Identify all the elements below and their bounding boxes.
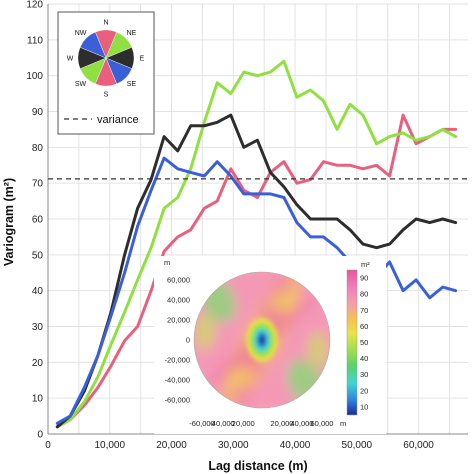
inset-y-tick-labels: -60,000 -40,000 -20,000 0 20,000 40,000 60,000 [165, 276, 190, 405]
compass-rose: N NE E SE S SW W NW [67, 20, 145, 99]
compass-label: NE [127, 30, 137, 37]
inset-x-tick: 40,000 [291, 419, 314, 428]
compass-label: E [140, 56, 145, 63]
series-line-n-s [55, 113, 458, 429]
series-line-e-w [55, 113, 458, 429]
colorbar-tick: 50 [360, 338, 368, 347]
heatmap-disk-outline [193, 271, 331, 409]
inset-x-unit: m [340, 419, 346, 428]
compass-label: SE [127, 81, 137, 88]
x-axis-title: Lag distance (m) [208, 459, 307, 473]
inset-y-tick: 0 [186, 336, 190, 345]
series-line-ne-sw [55, 59, 458, 429]
compass-label: N [103, 20, 108, 27]
y-tick-label: 50 [32, 250, 44, 261]
y-tick-label: 70 [32, 179, 44, 190]
compass-label: S [104, 92, 109, 99]
x-tick-labels: 0 10,000 20,000 30,000 40,000 50,000 60,000 [45, 440, 434, 451]
y-tick-label: 100 [26, 71, 43, 82]
colorbar-label: m² [361, 260, 370, 269]
colorbar-tick-labels: 10 20 30 40 50 60 70 80 90 [360, 274, 368, 412]
x-tick-label: 0 [45, 440, 51, 451]
compass-label: NW [75, 30, 87, 37]
y-tick-labels: 0 10 20 30 40 50 60 70 80 90 100 110 120 [26, 0, 43, 441]
heatmap-disk [194, 272, 330, 408]
inset-y-tick: 20,000 [167, 316, 190, 325]
y-tick-label: 120 [26, 0, 43, 11]
inset-y-tick: -40,000 [165, 376, 190, 385]
x-tick-label: 50,000 [342, 440, 373, 451]
colorbar-tick: 40 [360, 354, 368, 363]
x-tick-label: 20,000 [156, 440, 187, 451]
y-tick-label: 20 [32, 358, 44, 369]
legend: N NE E SE S SW W NW variance [57, 11, 155, 135]
inset-x-tick: -40,000 [209, 419, 234, 428]
x-tick-label: 40,000 [280, 440, 311, 451]
y-axis-title: Variogram (m²) [2, 178, 16, 266]
colorbar-tick: 80 [360, 290, 368, 299]
y-tick-label: 80 [32, 143, 44, 154]
x-tick-label: 10,000 [94, 440, 125, 451]
x-tick-label: 30,000 [218, 440, 249, 451]
legend-variance-label: variance [97, 114, 139, 126]
compass-label: W [67, 56, 74, 63]
inset-x-tick: -60,000 [189, 419, 214, 428]
y-tick-label: 110 [27, 35, 43, 46]
x-tick-label: 60,000 [403, 440, 434, 451]
inset-y-tick: -60,000 [165, 396, 190, 405]
y-tick-label: 60 [32, 215, 44, 226]
colorbar-tick: 10 [360, 402, 368, 411]
series-line-se-nw [55, 156, 458, 425]
inset-y-tick: 40,000 [167, 296, 190, 305]
series-lines [55, 59, 458, 429]
inset-x-tick: 20,000 [271, 419, 294, 428]
compass-slice [79, 31, 107, 59]
colorbar-tick: 20 [360, 386, 368, 395]
inset-y-unit: m [164, 258, 170, 267]
inset-y-tick: 60,000 [167, 276, 190, 285]
colorbar-tick: 60 [360, 322, 368, 331]
inset-x-tick: -20,000 [229, 419, 254, 428]
y-tick-label: 0 [37, 430, 43, 441]
inset-heatmap: -60,000-40,000-20,000020,00040,00060,000… [154, 256, 386, 434]
y-tick-label: 90 [32, 107, 44, 118]
y-tick-label: 40 [32, 286, 44, 297]
inset-y-tick: -20,000 [165, 356, 190, 365]
colorbar [346, 269, 358, 416]
colorbar-tick: 70 [360, 306, 368, 315]
inset-x-tick: 60,000 [311, 419, 334, 428]
y-tick-label: 10 [32, 394, 44, 405]
colorbar-tick: 30 [360, 370, 368, 379]
colorbar-tick: 90 [360, 274, 368, 283]
compass-label: SW [75, 81, 87, 88]
y-tick-label: 30 [32, 322, 44, 333]
